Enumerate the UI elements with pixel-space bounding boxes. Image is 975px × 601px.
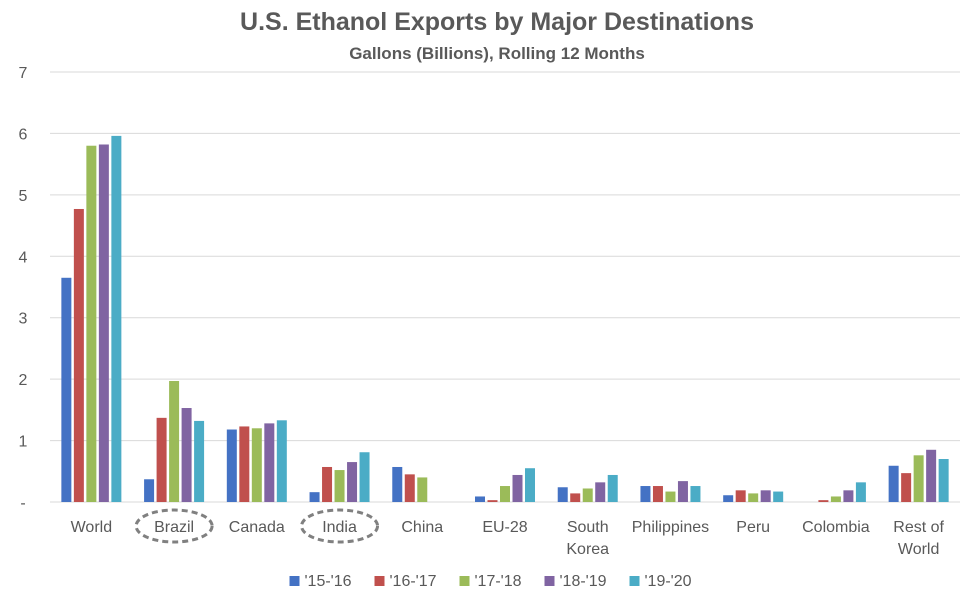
- bar: [194, 420, 205, 502]
- bar: [404, 474, 415, 502]
- bar: [276, 420, 287, 502]
- bar: [570, 493, 581, 502]
- bar: [843, 490, 854, 502]
- bar: [525, 468, 535, 502]
- legend-swatch: [374, 576, 385, 586]
- y-tick-label: 4: [19, 249, 28, 266]
- bar: [913, 455, 924, 502]
- x-category-label: World: [71, 519, 113, 536]
- bar: [181, 408, 192, 502]
- bar: [264, 423, 275, 502]
- x-category-label: Canada: [229, 519, 285, 536]
- x-axis-categories: World Brazil Canada India China EU-28 South Kor…: [71, 508, 945, 558]
- bar: [334, 470, 345, 502]
- legend-label: '16-'17: [390, 573, 437, 590]
- bar: [475, 496, 485, 502]
- bar: [926, 449, 937, 502]
- highlight-circle: [134, 508, 214, 544]
- bar: [226, 429, 237, 502]
- y-tick-label: 3: [19, 311, 28, 328]
- bar: [557, 487, 568, 502]
- bars: [61, 135, 949, 502]
- legend-swatch: [289, 576, 300, 586]
- legend-label: '19-'20: [645, 573, 692, 590]
- bar: [690, 486, 701, 502]
- chart-title: U.S. Ethanol Exports by Major Destinatio…: [240, 8, 754, 36]
- bar: [98, 144, 109, 502]
- x-category-label: India: [322, 519, 357, 536]
- bar: [735, 490, 746, 502]
- bar: [818, 500, 829, 502]
- x-category-label: Rest of World: [893, 519, 944, 558]
- bar: [582, 488, 593, 502]
- x-category-label: China: [401, 519, 443, 536]
- legend-swatch: [544, 576, 555, 586]
- bar: [773, 491, 784, 502]
- bar: [359, 452, 370, 502]
- y-tick-label: 5: [19, 188, 28, 205]
- bar: [830, 496, 841, 502]
- bar: [144, 479, 155, 502]
- legend: '15-'16 '16-'17 '17-'18 '18-'19 '19-'20: [289, 573, 692, 590]
- bar: [677, 481, 688, 502]
- y-tick-label: 6: [19, 126, 28, 143]
- bar: [760, 490, 771, 502]
- bar: [417, 477, 428, 502]
- y-tick-label: 2: [19, 372, 28, 389]
- bar: [392, 466, 403, 502]
- legend-label: '18-'19: [560, 573, 607, 590]
- bar: [169, 380, 180, 502]
- x-category-label: Philippines: [632, 519, 709, 536]
- bar: [640, 486, 651, 502]
- bar: [347, 462, 358, 502]
- x-category-label: Peru: [736, 519, 770, 536]
- bar: [888, 465, 899, 502]
- bar: [86, 145, 97, 502]
- bar: [652, 486, 663, 502]
- y-tick-label: -: [20, 495, 25, 512]
- x-category-label: EU-28: [482, 519, 527, 536]
- y-tick-label: 7: [19, 65, 28, 82]
- bar: [322, 466, 333, 502]
- bar: [748, 493, 759, 502]
- bar: [61, 277, 72, 502]
- bar: [938, 459, 949, 502]
- bar: [111, 135, 122, 502]
- y-tick-label: 1: [19, 434, 28, 451]
- bar: [487, 500, 498, 502]
- legend-label: '17-'18: [475, 573, 522, 590]
- legend-label: '15-'16: [305, 573, 352, 590]
- bar: [595, 482, 606, 502]
- legend-swatch: [459, 576, 470, 586]
- bar: [239, 426, 250, 502]
- x-category-label: Brazil: [154, 519, 194, 536]
- bar: [723, 495, 734, 502]
- highlight-circle: [300, 508, 380, 544]
- legend-swatch: [629, 576, 640, 586]
- bar: [512, 474, 523, 502]
- bar: [73, 208, 84, 502]
- y-axis-ticks: - 1 2 3 4 5 6 7: [19, 65, 28, 512]
- bar: [309, 492, 320, 502]
- bar: [665, 491, 676, 502]
- bar: [855, 482, 866, 502]
- chart-subtitle: Gallons (Billions), Rolling 12 Months: [349, 44, 645, 63]
- x-category-label: South Korea: [566, 519, 609, 558]
- x-category-label: Colombia: [802, 519, 870, 536]
- bar: [901, 473, 912, 502]
- bar: [607, 474, 618, 502]
- bar: [251, 428, 262, 502]
- bar: [156, 417, 167, 502]
- bar: [500, 486, 510, 502]
